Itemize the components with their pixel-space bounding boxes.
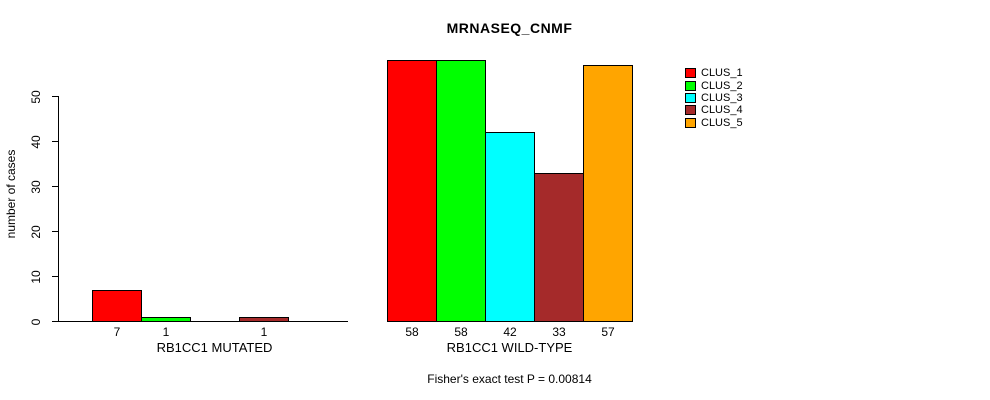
bar-value-label: 58 (405, 325, 419, 339)
y-axis-tick (52, 321, 58, 322)
bar-CLUS_1 (387, 60, 437, 322)
y-tick-label: 50 (29, 90, 43, 104)
bar-CLUS_4 (239, 316, 289, 322)
legend-label: CLUS_2 (701, 79, 743, 92)
bar-CLUS_4 (534, 172, 584, 322)
legend-row: CLUS_1 (685, 67, 743, 79)
legend-label: CLUS_3 (701, 91, 743, 104)
y-tick-label: 30 (29, 180, 43, 194)
x-group-label: RB1CC1 MUTATED (156, 340, 273, 355)
legend-row: CLUS_5 (685, 117, 743, 129)
legend: CLUS_1 CLUS_2 CLUS_3 CLUS_4 CLUS_5 (685, 67, 743, 129)
legend-swatch-CLUS_5 (685, 117, 696, 128)
bar-CLUS_3 (485, 132, 535, 322)
bar-CLUS_2 (436, 60, 486, 322)
bar-value-label: 7 (113, 325, 121, 339)
caption: Fisher's exact test P = 0.00814 (427, 372, 592, 386)
y-tick-label: 20 (29, 225, 43, 239)
y-axis-tick (52, 141, 58, 142)
y-axis-tick (52, 96, 58, 97)
legend-swatch-CLUS_3 (685, 92, 696, 103)
x-axis-line (58, 321, 348, 322)
y-axis-tick (52, 276, 58, 277)
bar-value-label: 1 (162, 325, 170, 339)
y-axis-tick (52, 186, 58, 187)
y-axis-label: number of cases (4, 149, 18, 239)
legend-row: CLUS_3 (685, 92, 743, 104)
bar-CLUS_2 (141, 316, 191, 322)
legend-label: CLUS_1 (701, 67, 743, 80)
y-tick-label: 0 (29, 318, 43, 326)
bar-value-label: 58 (454, 325, 468, 339)
y-axis-tick (52, 231, 58, 232)
legend-swatch-CLUS_1 (685, 68, 696, 79)
bar-CLUS_1 (92, 289, 142, 322)
bar-value-label: 57 (601, 325, 615, 339)
y-tick-label: 10 (29, 270, 43, 284)
y-axis-line (58, 96, 59, 322)
bar-value-label: 1 (260, 325, 268, 339)
legend-swatch-CLUS_2 (685, 80, 696, 91)
legend-row: CLUS_2 (685, 79, 743, 92)
bar-CLUS_5 (583, 64, 633, 322)
bar-value-label: 42 (503, 325, 517, 339)
legend-label: CLUS_4 (701, 104, 743, 117)
y-tick-label: 40 (29, 135, 43, 149)
bar-value-label: 33 (552, 325, 566, 339)
legend-label: CLUS_5 (701, 116, 743, 129)
legend-row: CLUS_4 (685, 104, 743, 116)
x-group-label: RB1CC1 WILD-TYPE (446, 340, 573, 355)
legend-swatch-CLUS_4 (685, 105, 696, 116)
chart-title: MRNASEQ_CNMF (446, 20, 573, 36)
